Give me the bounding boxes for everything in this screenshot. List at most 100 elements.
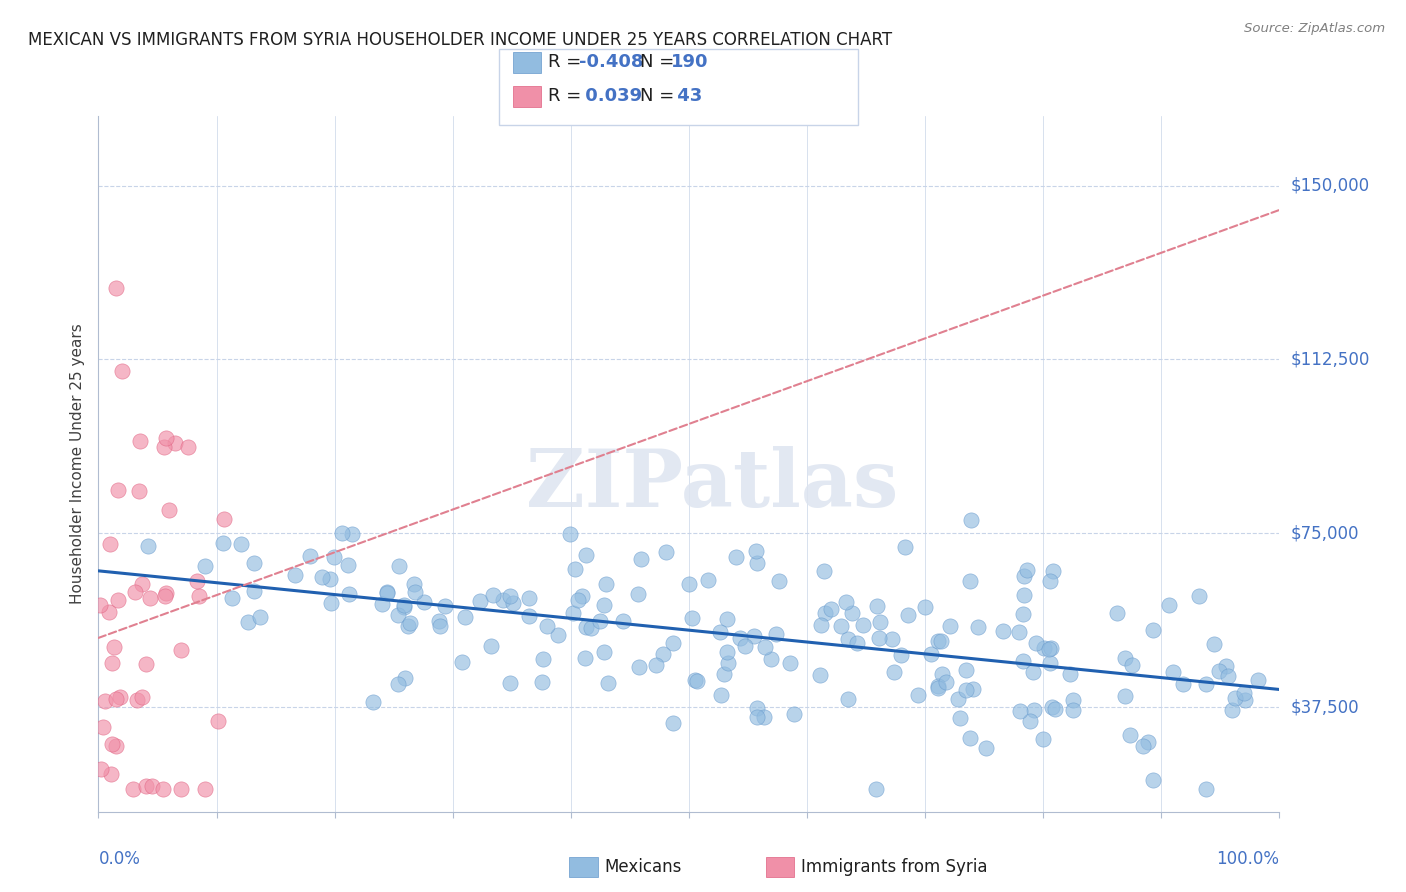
Point xyxy=(592,599,614,613)
Point xyxy=(387,607,409,622)
Point xyxy=(589,614,612,628)
Point xyxy=(249,610,271,624)
Point xyxy=(1215,658,1237,673)
Point xyxy=(105,280,128,294)
Point xyxy=(229,537,252,551)
Point xyxy=(375,584,398,599)
Point xyxy=(1121,657,1143,672)
Point xyxy=(765,626,787,640)
Point xyxy=(681,611,703,625)
Point xyxy=(747,701,769,715)
Point xyxy=(128,434,150,448)
Text: 0.039: 0.039 xyxy=(579,87,643,105)
Point xyxy=(709,624,731,639)
Point xyxy=(1032,731,1054,746)
Point xyxy=(713,667,735,681)
Point xyxy=(1220,703,1243,717)
Point xyxy=(155,432,177,446)
Point xyxy=(394,671,416,685)
Point xyxy=(574,650,596,665)
Point xyxy=(627,587,650,601)
Text: $150,000: $150,000 xyxy=(1291,177,1369,194)
Point xyxy=(453,610,475,624)
Point xyxy=(502,596,524,610)
Point xyxy=(124,585,146,599)
Point xyxy=(1042,564,1064,578)
Point xyxy=(575,549,598,563)
Point xyxy=(946,692,969,706)
Point xyxy=(371,597,394,611)
Point xyxy=(91,720,114,734)
Point xyxy=(1012,588,1035,602)
Point xyxy=(323,549,346,564)
Point xyxy=(571,589,593,603)
Point xyxy=(396,619,419,633)
Point xyxy=(128,483,150,498)
Point xyxy=(531,652,554,666)
Point xyxy=(451,656,474,670)
Point xyxy=(111,364,134,378)
Point xyxy=(742,629,765,643)
Point xyxy=(152,440,174,454)
Point xyxy=(1194,781,1216,796)
Point xyxy=(783,707,806,722)
Point xyxy=(1008,624,1031,639)
Point xyxy=(745,710,768,724)
Point xyxy=(94,694,117,708)
Point xyxy=(962,681,984,696)
Point xyxy=(1142,623,1164,637)
Text: R =: R = xyxy=(548,54,588,71)
Point xyxy=(1022,703,1045,717)
Point xyxy=(662,716,685,731)
Point xyxy=(188,589,211,603)
Point xyxy=(1021,665,1043,679)
Point xyxy=(165,436,187,450)
Point xyxy=(914,599,936,614)
Text: $75,000: $75,000 xyxy=(1291,524,1360,542)
Point xyxy=(298,549,321,563)
Point xyxy=(883,665,905,679)
Point xyxy=(1157,598,1180,612)
Point xyxy=(1012,654,1035,668)
Point xyxy=(716,612,738,626)
Point xyxy=(768,574,790,589)
Point xyxy=(499,590,522,604)
Point xyxy=(404,584,426,599)
Text: ZIPatlas: ZIPatlas xyxy=(526,446,898,524)
Point xyxy=(728,631,751,645)
Point xyxy=(100,766,122,780)
Point xyxy=(868,631,890,645)
Point xyxy=(1233,686,1256,700)
Point xyxy=(1040,699,1063,714)
Point xyxy=(907,688,929,702)
Point xyxy=(630,551,652,566)
Point xyxy=(929,633,952,648)
Text: Immigrants from Syria: Immigrants from Syria xyxy=(801,858,988,876)
Point xyxy=(101,737,124,751)
Point xyxy=(153,589,176,603)
Point xyxy=(759,651,782,665)
Point xyxy=(1038,642,1060,657)
Point xyxy=(1171,677,1194,691)
Point xyxy=(387,558,409,573)
Point xyxy=(479,639,502,653)
Point xyxy=(810,618,832,632)
Point xyxy=(170,781,193,796)
Text: -0.408: -0.408 xyxy=(579,54,644,71)
Point xyxy=(1161,665,1184,679)
Point xyxy=(135,780,157,794)
Point xyxy=(242,556,264,570)
Point xyxy=(402,576,425,591)
Point xyxy=(644,657,666,672)
Point xyxy=(974,741,997,756)
Point xyxy=(820,601,842,615)
Point xyxy=(628,660,651,674)
Point xyxy=(107,593,129,607)
Point xyxy=(212,512,235,526)
Point xyxy=(967,620,990,634)
Point xyxy=(194,559,217,574)
Point xyxy=(131,690,153,704)
Point xyxy=(319,572,342,586)
Point xyxy=(1008,704,1031,718)
Point xyxy=(283,568,305,582)
